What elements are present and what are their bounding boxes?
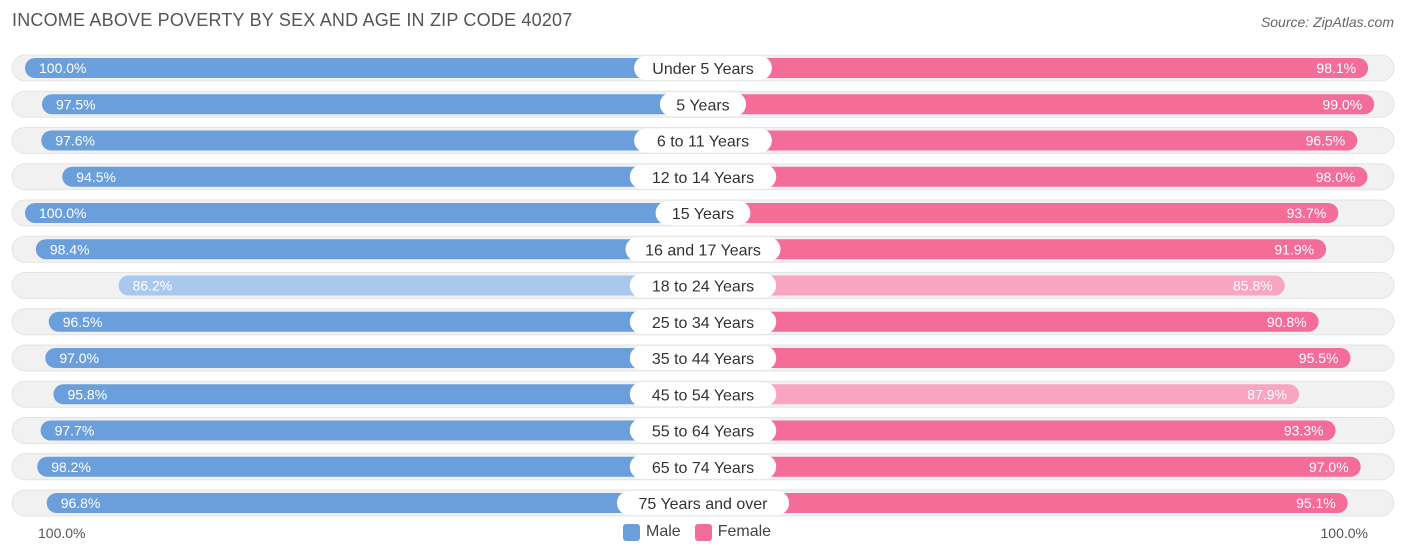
category-pill	[616, 491, 790, 515]
male-value-label: 86.2%	[133, 278, 173, 294]
male-value-label: 96.8%	[61, 495, 101, 511]
category-pill	[629, 346, 777, 370]
male-value-label: 97.0%	[59, 350, 99, 366]
female-bar	[703, 275, 1285, 296]
female-bar	[703, 493, 1348, 513]
male-value-label: 97.5%	[56, 96, 96, 112]
female-value-label: 95.5%	[1299, 350, 1339, 366]
category-pill	[659, 92, 747, 117]
female-value-label: 98.1%	[1316, 60, 1356, 76]
category-label: 6 to 11 Years	[657, 134, 749, 151]
male-bar	[41, 130, 704, 151]
male-bar	[25, 203, 703, 223]
male-bar	[40, 420, 704, 441]
male-bar	[48, 311, 704, 332]
category-pill	[629, 418, 777, 443]
female-value-label: 97.0%	[1309, 459, 1349, 475]
female-value-label: 90.8%	[1267, 314, 1307, 330]
male-value-label: 97.7%	[55, 423, 95, 439]
legend-swatch-female	[694, 523, 712, 541]
male-bar	[45, 348, 703, 368]
female-bar	[703, 420, 1336, 441]
category-pill	[629, 309, 777, 334]
legend: Male Female	[623, 523, 785, 541]
category-label: Under 5 Years	[652, 61, 753, 78]
male-bar	[53, 384, 703, 405]
category-pill	[629, 273, 777, 298]
male-bar	[37, 456, 704, 477]
female-value-label: 87.9%	[1247, 386, 1287, 402]
legend-swatch-male	[623, 523, 640, 541]
female-value-label: 96.5%	[1306, 133, 1346, 149]
female-value-label: 93.3%	[1284, 423, 1324, 439]
axis-right-label: 100.0%	[1320, 525, 1368, 541]
female-bar	[703, 166, 1368, 187]
male-bar	[35, 239, 703, 260]
female-bar	[703, 348, 1351, 368]
category-label: 15 Years	[672, 206, 734, 223]
female-value-label: 85.8%	[1233, 278, 1273, 294]
male-value-label: 100.0%	[39, 60, 86, 76]
chart-title: INCOME ABOVE POVERTY BY SEX AND AGE IN Z…	[12, 10, 573, 30]
female-bar	[703, 311, 1319, 332]
male-value-label: 96.5%	[63, 314, 103, 330]
legend-item-male[interactable]: Male	[623, 523, 681, 541]
female-bar	[703, 58, 1369, 78]
male-value-label: 98.2%	[51, 459, 91, 475]
female-value-label: 93.7%	[1287, 205, 1327, 221]
male-bar	[62, 166, 704, 187]
female-value-label: 99.0%	[1323, 96, 1363, 112]
bar-chart: 100.0% 98.1% Under 5 Years 97.5% 99.0% 5 Year…	[11, 54, 1395, 517]
female-bar	[703, 384, 1299, 405]
category-label: 45 to 54 Years	[652, 387, 754, 404]
female-value-label: 91.9%	[1274, 241, 1314, 257]
category-label: 65 to 74 Years	[652, 460, 754, 477]
male-value-label: 97.6%	[55, 133, 95, 149]
category-pill	[629, 382, 777, 407]
female-bar	[703, 94, 1375, 115]
female-bar	[703, 456, 1361, 477]
category-label: 25 to 34 Years	[652, 315, 754, 332]
chart-source: Source: ZipAtlas.com	[1260, 14, 1394, 30]
axis-left-label: 100.0%	[38, 525, 86, 541]
category-label: 55 to 64 Years	[652, 424, 754, 441]
category-pill	[634, 128, 772, 153]
male-value-label: 95.8%	[67, 386, 107, 402]
female-bar	[703, 130, 1358, 151]
legend-item-female[interactable]: Female	[694, 523, 772, 541]
category-pill	[629, 454, 777, 479]
category-label: 5 Years	[676, 97, 729, 114]
category-label: 18 to 24 Years	[652, 279, 754, 296]
category-label: 12 to 14 Years	[652, 170, 754, 187]
category-label: 75 Years and over	[639, 496, 769, 513]
category-pill	[634, 56, 772, 80]
male-value-label: 100.0%	[39, 205, 86, 221]
category-label: 16 and 17 Years	[645, 242, 761, 259]
male-bar	[25, 58, 703, 78]
female-value-label: 98.0%	[1316, 169, 1356, 185]
male-value-label: 94.5%	[76, 169, 116, 185]
legend-label-female: Female	[717, 523, 772, 540]
female-value-label: 95.1%	[1296, 495, 1336, 511]
category-pill	[655, 201, 751, 225]
female-bar	[703, 239, 1327, 260]
female-bar	[703, 203, 1339, 223]
male-bar	[41, 94, 703, 115]
category-label: 35 to 44 Years	[652, 351, 754, 368]
category-pill	[625, 237, 781, 262]
male-bar	[118, 275, 703, 296]
male-bar	[46, 493, 704, 513]
category-pill	[629, 164, 777, 189]
male-value-label: 98.4%	[50, 241, 90, 257]
legend-label-male: Male	[646, 523, 681, 540]
